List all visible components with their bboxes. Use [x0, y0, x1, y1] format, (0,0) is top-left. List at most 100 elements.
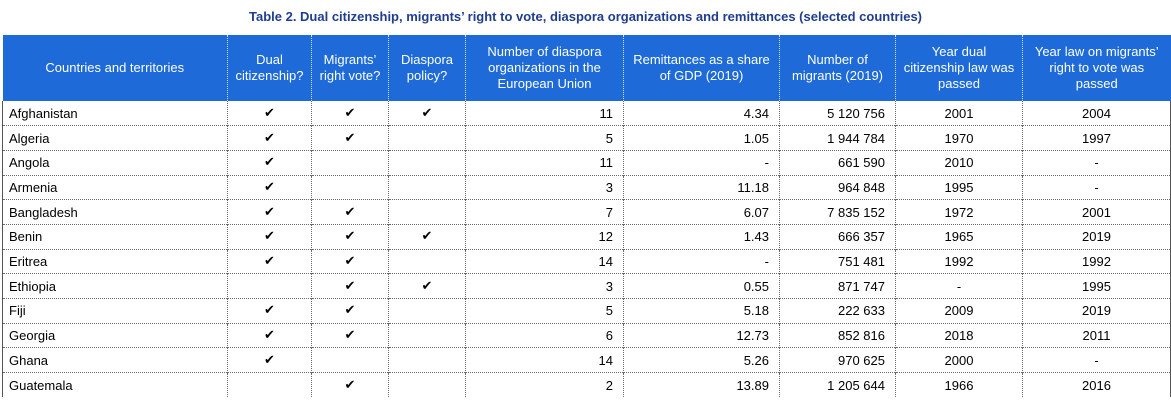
- number-of-migrants-cell: 7 835 152: [779, 199, 896, 225]
- right-to-vote-cell-empty: [311, 149, 389, 176]
- remittances-cell: 13.89: [623, 372, 780, 398]
- table-row: Algeria ✔ ✔ 5 1.05 1 944 784 1970 1997: [2, 125, 1171, 151]
- checkmark-icon: ✔: [388, 223, 466, 250]
- number-of-migrants-cell: 1 205 644: [779, 372, 896, 398]
- table-row: Armenia ✔ 3 11.18 964 848 1995-: [2, 174, 1171, 200]
- table-title: Table 2. Dual citizenship, migrants’ rig…: [248, 9, 923, 24]
- dual-citizenship-year-cell: 2001: [895, 101, 1023, 126]
- remittances-cell: 0.55: [623, 273, 780, 299]
- dual-citizenship-year-cell: 2018: [895, 322, 1023, 348]
- dual-citizenship-year-cell: 1970: [895, 125, 1023, 151]
- diaspora-organizations-cell: 11: [465, 149, 624, 176]
- column-header-country: Countries and territories: [2, 35, 228, 101]
- country-cell: Eritrea: [2, 248, 228, 274]
- table-row: Angola ✔ 11-661 590 2010-: [2, 149, 1171, 176]
- diaspora-organizations-cell: 6: [465, 322, 624, 348]
- number-of-migrants-cell: 666 357: [779, 223, 896, 250]
- table-row: Ghana ✔ 14 5.26 970 625 2000-: [2, 347, 1171, 373]
- remittances-cell: 1.05: [623, 125, 780, 151]
- diaspora-organizations-cell: 14: [465, 248, 624, 274]
- table-row: Eritrea ✔ ✔ 14-751 481 1992 1992: [2, 248, 1171, 274]
- diaspora-policy-cell-empty: [388, 298, 466, 324]
- column-header-dual-citizenship-year: Year dual citizenship law was passed: [895, 35, 1023, 101]
- checkmark-icon: ✔: [227, 347, 312, 373]
- checkmark-icon: ✔: [227, 101, 312, 126]
- vote-law-year-cell: -: [1022, 174, 1171, 200]
- dual-citizenship-cell-empty: [227, 273, 312, 299]
- country-cell: Algeria: [2, 125, 228, 151]
- country-cell: Armenia: [2, 174, 228, 200]
- diaspora-policy-cell-empty: [388, 149, 466, 176]
- country-cell: Ghana: [2, 347, 228, 373]
- dual-citizenship-year-cell: 1995: [895, 174, 1023, 200]
- dual-citizenship-year-cell: 1966: [895, 372, 1023, 398]
- number-of-migrants-cell: 5 120 756: [779, 101, 896, 126]
- vote-law-year-cell: 2001: [1022, 199, 1171, 225]
- checkmark-icon: ✔: [311, 322, 389, 348]
- remittances-cell: 6.07: [623, 199, 780, 225]
- country-cell: Benin: [2, 223, 228, 250]
- checkmark-icon: ✔: [227, 174, 312, 200]
- country-cell: Guatemala: [2, 372, 228, 398]
- checkmark-icon: ✔: [311, 372, 389, 398]
- country-cell: Fiji: [2, 298, 228, 324]
- diaspora-policy-cell-empty: [388, 347, 466, 373]
- checkmark-icon: ✔: [227, 223, 312, 250]
- number-of-migrants-cell: 964 848: [779, 174, 896, 200]
- diaspora-organizations-cell: 3: [465, 174, 624, 200]
- vote-law-year-cell: -: [1022, 149, 1171, 176]
- dual-citizenship-year-cell: -: [895, 273, 1023, 299]
- vote-law-year-cell: 2019: [1022, 223, 1171, 250]
- remittances-cell: 11.18: [623, 174, 780, 200]
- right-to-vote-cell-empty: [311, 174, 389, 200]
- checkmark-icon: ✔: [311, 199, 389, 225]
- column-header-right-to-vote: Migrants’ right vote?: [311, 35, 389, 101]
- checkmark-icon: ✔: [311, 248, 389, 274]
- diaspora-organizations-cell: 3: [465, 273, 624, 299]
- table-row: Georgia ✔ ✔ 6 12.73 852 816 2018 2011: [2, 322, 1171, 348]
- number-of-migrants-cell: 970 625: [779, 347, 896, 373]
- checkmark-icon: ✔: [227, 248, 312, 274]
- checkmark-icon: ✔: [227, 322, 312, 348]
- diaspora-policy-cell-empty: [388, 125, 466, 151]
- diaspora-organizations-cell: 2: [465, 372, 624, 398]
- country-cell: Angola: [2, 149, 228, 176]
- dual-citizenship-year-cell: 1992: [895, 248, 1023, 274]
- column-header-diaspora-policy: Diaspora policy?: [388, 35, 466, 101]
- dual-citizenship-cell-empty: [227, 372, 312, 398]
- diaspora-organizations-cell: 7: [465, 199, 624, 225]
- checkmark-icon: ✔: [227, 199, 312, 225]
- column-header-vote-law-year: Year law on migrants’ right to vote was …: [1022, 35, 1171, 101]
- vote-law-year-cell: 1995: [1022, 273, 1171, 299]
- table-row: Bangladesh ✔ ✔ 7 6.07 7 835 152 1972 2001: [2, 199, 1171, 225]
- vote-law-year-cell: 2004: [1022, 101, 1171, 126]
- checkmark-icon: ✔: [227, 149, 312, 176]
- dual-citizenship-year-cell: 2010: [895, 149, 1023, 176]
- diaspora-organizations-cell: 12: [465, 223, 624, 250]
- column-header-remittances: Remittances as a share of GDP (2019): [623, 35, 780, 101]
- vote-law-year-cell: 2019: [1022, 298, 1171, 324]
- checkmark-icon: ✔: [388, 273, 466, 299]
- vote-law-year-cell: 1992: [1022, 248, 1171, 274]
- column-header-diaspora-organizations: Number of diaspora organizations in the …: [465, 35, 624, 101]
- remittances-cell: 5.26: [623, 347, 780, 373]
- table-body: Afghanistan ✔ ✔ ✔ 11 4.34 5 120 756 2001 2004 Alg…: [2, 101, 1171, 398]
- table-row: Ethiopia ✔ ✔ 3 0.55 871 747-1995: [2, 273, 1171, 299]
- number-of-migrants-cell: 222 633: [779, 298, 896, 324]
- checkmark-icon: ✔: [227, 298, 312, 324]
- column-header-number-of-migrants: Number of migrants (2019): [779, 35, 896, 101]
- table-row: Benin ✔ ✔ ✔ 12 1.43 666 357 1965 2019: [2, 223, 1171, 250]
- diaspora-policy-cell-empty: [388, 174, 466, 200]
- diaspora-policy-cell-empty: [388, 372, 466, 398]
- checkmark-icon: ✔: [227, 125, 312, 151]
- data-table: Countries and territories Dual citizensh…: [2, 35, 1171, 398]
- country-cell: Ethiopia: [2, 273, 228, 299]
- table-row: Guatemala ✔ 2 13.89 1 205 644 1966 2016: [2, 372, 1171, 398]
- remittances-cell: 12.73: [623, 322, 780, 348]
- diaspora-policy-cell-empty: [388, 248, 466, 274]
- diaspora-organizations-cell: 11: [465, 101, 624, 126]
- diaspora-organizations-cell: 5: [465, 125, 624, 151]
- dual-citizenship-year-cell: 1965: [895, 223, 1023, 250]
- diaspora-policy-cell-empty: [388, 322, 466, 348]
- number-of-migrants-cell: 852 816: [779, 322, 896, 348]
